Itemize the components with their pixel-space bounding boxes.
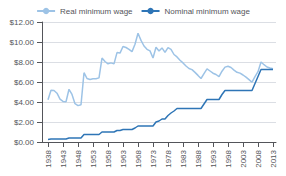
svg-text:2003: 2003 — [239, 149, 248, 167]
svg-text:$0.00: $0.00 — [14, 138, 35, 147]
svg-text:Real minimum wage: Real minimum wage — [60, 7, 133, 16]
svg-text:1963: 1963 — [119, 149, 128, 167]
svg-text:Nominal minimum wage: Nominal minimum wage — [165, 7, 251, 16]
svg-text:1978: 1978 — [164, 149, 173, 167]
svg-text:1943: 1943 — [59, 149, 68, 167]
svg-text:$4.00: $4.00 — [14, 98, 35, 107]
svg-text:1968: 1968 — [134, 149, 143, 167]
svg-text:1983: 1983 — [179, 149, 188, 167]
svg-text:$2.00: $2.00 — [14, 118, 35, 127]
svg-text:1973: 1973 — [149, 149, 158, 167]
svg-text:1953: 1953 — [89, 149, 98, 167]
svg-text:$6.00: $6.00 — [14, 78, 35, 87]
svg-text:$12.00: $12.00 — [10, 18, 35, 27]
svg-text:2013: 2013 — [269, 149, 278, 167]
svg-text:1958: 1958 — [104, 149, 113, 167]
svg-text:1993: 1993 — [209, 149, 218, 167]
svg-text:$8.00: $8.00 — [14, 58, 35, 67]
svg-text:$10.00: $10.00 — [10, 38, 35, 47]
svg-text:2008: 2008 — [254, 149, 263, 167]
svg-text:1988: 1988 — [194, 149, 203, 167]
svg-text:1938: 1938 — [44, 149, 53, 167]
svg-text:1998: 1998 — [224, 149, 233, 167]
svg-text:1948: 1948 — [74, 149, 83, 167]
